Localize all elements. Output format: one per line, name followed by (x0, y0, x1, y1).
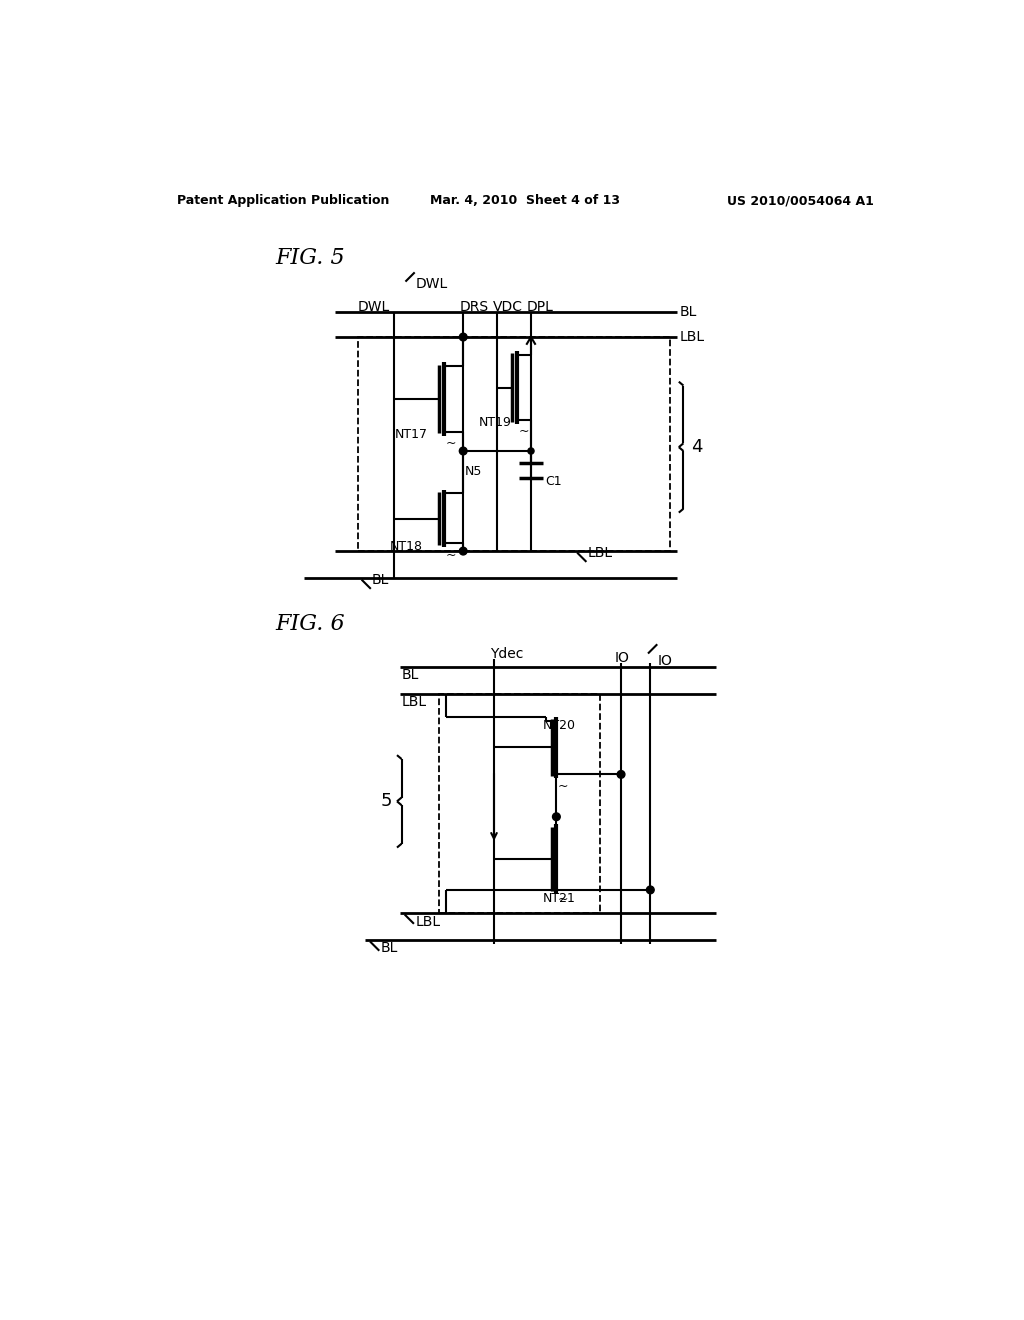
Text: NT17: NT17 (394, 428, 428, 441)
Text: IO: IO (657, 653, 672, 668)
Circle shape (617, 771, 625, 779)
Text: ~: ~ (445, 548, 456, 561)
Text: LBL: LBL (587, 545, 612, 560)
Bar (357, 337, 670, 552)
Text: NT21: NT21 (543, 892, 575, 906)
Text: IO: IO (614, 651, 630, 665)
Text: DWL: DWL (357, 300, 390, 314)
Text: BL: BL (381, 941, 398, 956)
Circle shape (460, 333, 467, 341)
Text: NT20: NT20 (543, 719, 575, 733)
Text: ~: ~ (558, 892, 568, 906)
Text: VDC: VDC (494, 300, 523, 314)
Text: N5: N5 (465, 465, 482, 478)
Text: NT19: NT19 (478, 416, 511, 429)
Text: DPL: DPL (527, 300, 554, 314)
Text: BL: BL (680, 305, 697, 319)
Text: US 2010/0054064 A1: US 2010/0054064 A1 (727, 194, 873, 207)
Text: Patent Application Publication: Patent Application Publication (177, 194, 389, 207)
Text: DWL: DWL (416, 277, 447, 290)
Text: ~: ~ (558, 779, 568, 792)
Circle shape (528, 447, 535, 454)
Bar (438, 693, 600, 913)
Text: ~: ~ (445, 437, 456, 450)
Text: LBL: LBL (680, 330, 705, 345)
Text: NT18: NT18 (390, 540, 423, 553)
Text: Mar. 4, 2010  Sheet 4 of 13: Mar. 4, 2010 Sheet 4 of 13 (430, 194, 620, 207)
Text: C1: C1 (545, 475, 561, 488)
Text: FIG. 6: FIG. 6 (275, 612, 345, 635)
Text: DRS: DRS (460, 300, 488, 314)
Text: BL: BL (401, 668, 419, 682)
Text: FIG. 5: FIG. 5 (275, 247, 345, 269)
Circle shape (460, 447, 467, 455)
Text: 5: 5 (381, 792, 392, 810)
Text: Ydec: Ydec (490, 647, 523, 661)
Circle shape (553, 813, 560, 821)
Text: LBL: LBL (416, 915, 440, 928)
Circle shape (460, 548, 467, 554)
Circle shape (646, 886, 654, 894)
Text: 4: 4 (691, 438, 702, 457)
Text: LBL: LBL (401, 696, 427, 709)
Text: BL: BL (372, 573, 389, 586)
Text: ~: ~ (518, 425, 529, 438)
